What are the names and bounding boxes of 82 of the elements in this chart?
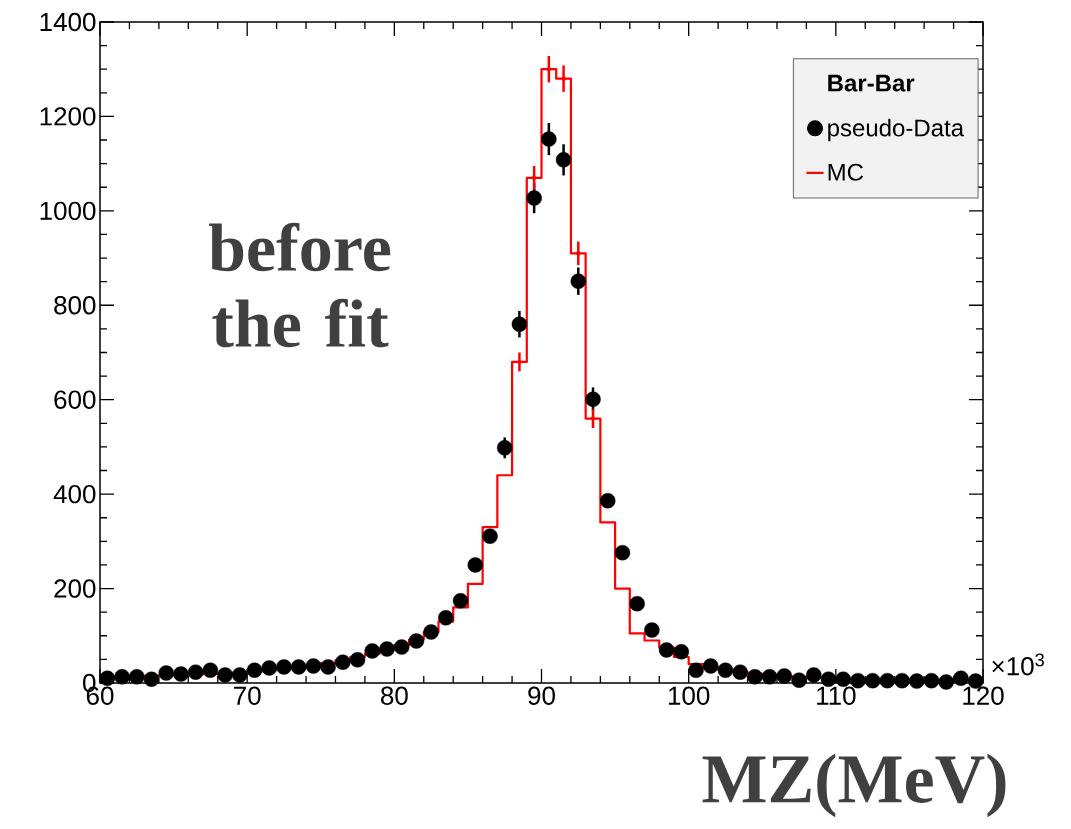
point <box>953 670 969 686</box>
point <box>438 610 454 626</box>
point <box>320 659 336 675</box>
point <box>590 416 596 421</box>
point <box>276 659 292 675</box>
point <box>673 644 690 660</box>
y-tick-label: 400 <box>53 484 96 504</box>
point <box>158 665 174 681</box>
x-tick-label: 110 <box>817 686 856 705</box>
point <box>482 528 498 544</box>
point <box>517 359 522 365</box>
x-tick-label: 100 <box>668 686 710 705</box>
point <box>938 674 954 690</box>
point <box>561 76 566 81</box>
point <box>173 666 189 682</box>
point <box>894 672 910 689</box>
y-tick-label: 200 <box>54 579 96 598</box>
point <box>688 662 704 678</box>
point <box>452 593 469 609</box>
point <box>423 624 439 640</box>
legend-label: pseudo-Data <box>828 118 965 142</box>
point <box>820 671 837 687</box>
point <box>703 658 719 674</box>
point <box>364 643 380 659</box>
point <box>187 664 204 680</box>
point <box>531 175 537 180</box>
point <box>394 639 410 655</box>
point <box>526 190 542 206</box>
y-tick-label: 1000 <box>40 201 96 221</box>
x-tick-label: 120 <box>963 686 1004 705</box>
point <box>246 662 263 678</box>
point <box>614 544 631 561</box>
point <box>541 131 557 147</box>
x-tick-label: 70 <box>234 686 261 705</box>
point <box>835 671 851 687</box>
point <box>129 669 145 685</box>
point <box>761 669 778 685</box>
point <box>467 557 483 573</box>
point <box>585 391 601 407</box>
y-tick-label: 800 <box>54 296 96 315</box>
point <box>879 672 896 689</box>
point <box>923 672 940 689</box>
y-tick-label: 1200 <box>40 107 96 126</box>
point <box>335 654 351 670</box>
point <box>576 251 581 256</box>
point <box>143 671 160 687</box>
point <box>497 440 513 456</box>
legend-title: Bar-Bar <box>828 74 915 92</box>
x-axis-title: MZ(MeV) <box>702 753 1006 818</box>
y-tick-label: 1400 <box>40 12 96 32</box>
point <box>658 642 675 658</box>
point <box>629 595 645 612</box>
point <box>261 660 277 676</box>
point <box>305 658 322 674</box>
point <box>546 67 552 72</box>
point <box>644 622 660 638</box>
annotation: before the fit <box>208 222 391 348</box>
point <box>114 669 130 685</box>
point <box>909 673 925 689</box>
point <box>791 672 807 688</box>
y-tick-label: 600 <box>54 390 96 409</box>
point <box>511 316 528 332</box>
legend-label: MC <box>828 163 864 181</box>
point <box>232 667 248 683</box>
point <box>747 669 763 685</box>
point <box>570 273 586 289</box>
point <box>806 667 822 683</box>
point <box>732 664 748 680</box>
point <box>290 659 307 675</box>
point <box>776 668 793 684</box>
point <box>379 641 395 657</box>
text: ×10$^{3}$ <box>992 653 1044 676</box>
point <box>717 662 734 678</box>
point <box>349 652 366 668</box>
point <box>408 633 425 649</box>
point <box>555 152 572 168</box>
point <box>864 672 881 689</box>
x-tick-label: 80 <box>381 686 408 705</box>
point <box>202 662 219 678</box>
x-tick-label: 90 <box>528 686 555 705</box>
point <box>217 667 233 683</box>
point <box>600 493 616 509</box>
